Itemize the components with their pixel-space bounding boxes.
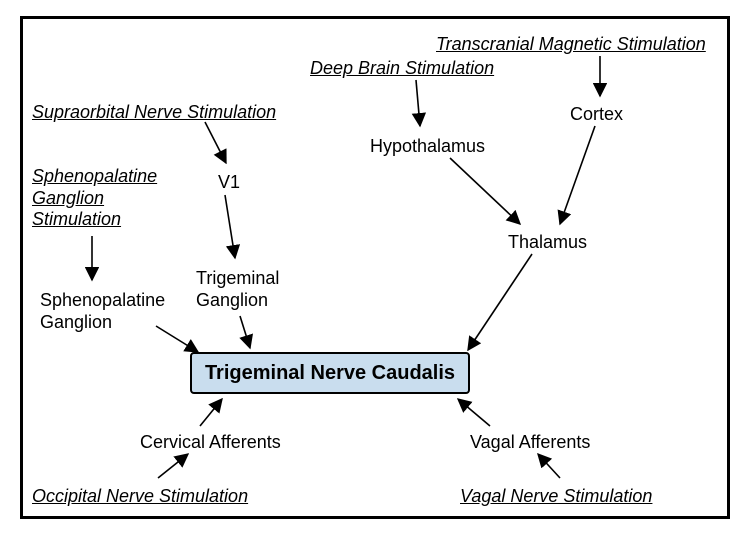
- node-v1: V1: [218, 172, 240, 194]
- node-vagal-afferents: Vagal Afferents: [470, 432, 590, 454]
- node-cortex: Cortex: [570, 104, 623, 126]
- node-thalamus: Thalamus: [508, 232, 587, 254]
- node-trigeminal-nerve-caudalis: Trigeminal Nerve Caudalis: [190, 352, 470, 394]
- node-transcranial-magnetic-stimulation: Transcranial Magnetic Stimulation: [436, 34, 706, 56]
- diagram-border: [20, 16, 730, 519]
- node-cervical-afferents: Cervical Afferents: [140, 432, 281, 454]
- diagram-frame: Supraorbital Nerve Stimulation Deep Brai…: [0, 0, 750, 535]
- node-vagal-nerve-stimulation: Vagal Nerve Stimulation: [460, 486, 652, 508]
- node-supraorbital-nerve-stimulation: Supraorbital Nerve Stimulation: [32, 102, 276, 124]
- node-trigeminal-ganglion: Trigeminal Ganglion: [196, 268, 279, 311]
- node-deep-brain-stimulation: Deep Brain Stimulation: [310, 58, 494, 80]
- central-label: Trigeminal Nerve Caudalis: [205, 362, 455, 385]
- node-sphenopalatine-ganglion-stimulation: Sphenopalatine Ganglion Stimulation: [32, 166, 157, 231]
- node-hypothalamus: Hypothalamus: [370, 136, 485, 158]
- node-sphenopalatine-ganglion: Sphenopalatine Ganglion: [40, 290, 165, 333]
- node-occipital-nerve-stimulation: Occipital Nerve Stimulation: [32, 486, 248, 508]
